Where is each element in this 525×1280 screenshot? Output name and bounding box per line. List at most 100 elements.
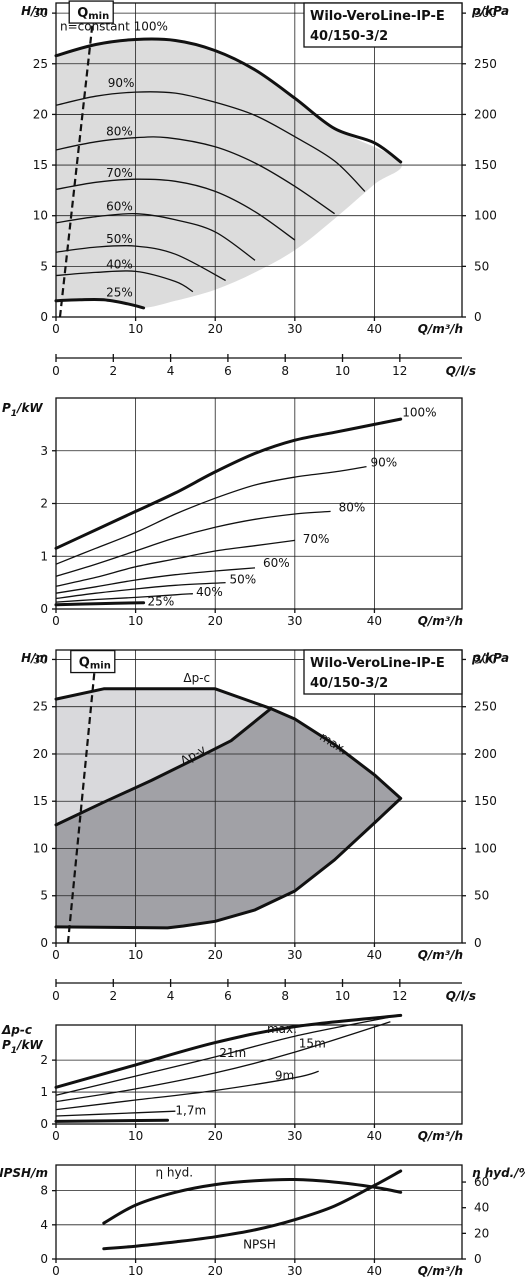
y2-tick-label: 300 [474, 6, 497, 20]
series-label: 50% [106, 232, 133, 246]
qmin-line [66, 657, 97, 944]
qmin-label-box [70, 649, 116, 674]
y-axis-label: P1/kW [2, 401, 43, 419]
plot-frame [55, 2, 463, 318]
flow-ls-tick-label: 0 [52, 989, 60, 1003]
y2-axis-label: η hyd./% [472, 1166, 525, 1180]
series-label: 100% [402, 405, 436, 419]
chart-subtitle: 40/150-3/2 [310, 676, 388, 691]
y-tick-label: 1 [40, 1085, 48, 1099]
flow-ls-axis: 0 2 4 6 8 10 12 Q/l/s [52, 979, 476, 1003]
flow-ls-tick-label: 8 [281, 989, 289, 1003]
x-axis-label: Q/m³/h [418, 614, 463, 628]
x-tick-label: 10 [128, 1129, 143, 1143]
y2-tick-label: 50 [474, 889, 489, 903]
y2-tick-label: 0 [474, 936, 482, 950]
flow-ls-axis-label: Q/l/s [446, 989, 476, 1003]
y2-tick-label: 150 [474, 794, 497, 808]
y-tick-label: 4 [40, 1218, 48, 1232]
y-tick-label: 15 [33, 794, 48, 808]
series-line [54, 707, 273, 827]
y-tick-label: 10 [33, 209, 48, 223]
y-axis-label: H/m [21, 651, 48, 665]
series-label: max. [267, 1022, 297, 1036]
y-tick-label: 0 [40, 310, 48, 324]
series-label: Δp-c [183, 671, 210, 685]
series-line [55, 539, 295, 587]
y2-tick-label: 200 [474, 107, 497, 121]
y2-tick-label: 300 [474, 652, 497, 666]
y-axis-label-main: P [2, 401, 11, 415]
qmin-label: Qmin [77, 6, 109, 22]
series-label: 40% [196, 585, 223, 599]
qmin-line [58, 7, 96, 318]
series-label: η hyd. [156, 1165, 194, 1179]
series-label: 70% [106, 166, 133, 180]
qmin-label-sub: min [90, 661, 111, 672]
flow-ls-tick-label: 6 [224, 364, 232, 378]
y2-tick-label: 200 [474, 747, 497, 761]
x-tick-label: 0 [52, 1129, 60, 1143]
x-tick-label: 10 [128, 948, 143, 962]
x-tick-label: 40 [367, 614, 382, 628]
y-tick-label: 20 [33, 107, 48, 121]
series-line [54, 417, 403, 550]
y-axis-label: P1/kW [2, 1038, 43, 1056]
series-line [55, 1021, 391, 1103]
series-label: 25% [106, 286, 133, 300]
x-tick-label: 20 [208, 1264, 223, 1278]
x-tick-label: 0 [52, 322, 60, 336]
y-axis-label-sub: 1 [11, 1046, 17, 1056]
series-line [55, 91, 366, 192]
x-tick-label: 40 [367, 322, 382, 336]
series-label: 70% [303, 532, 330, 546]
flow-ls-tick-label: 10 [335, 989, 350, 1003]
y-axis-label: H/m [21, 4, 48, 18]
x-tick-label: 30 [287, 1129, 302, 1143]
title-box: Wilo-VeroLine-IP-E 40/150-3/2 [303, 649, 463, 695]
x-tick-label: 10 [128, 1264, 143, 1278]
flow-ls-tick-label: 10 [335, 364, 350, 378]
x-tick-label: 20 [208, 322, 223, 336]
flow-ls-tick-label: 2 [109, 989, 117, 1003]
x-tick-label: 20 [208, 948, 223, 962]
qmin-marker: Qmin [66, 649, 116, 944]
y-tick-label: 10 [33, 841, 48, 855]
series-line [54, 1013, 403, 1089]
series-line [55, 1110, 176, 1117]
y-tick-label: 5 [40, 889, 48, 903]
y-tick-label: 25 [33, 57, 48, 71]
series-line [55, 510, 331, 577]
flow-ls-tick-label: 0 [52, 364, 60, 378]
series-line [54, 601, 146, 607]
y2-tick-label: 0 [474, 310, 482, 324]
x-axis-label: Q/m³/h [418, 1264, 463, 1278]
series-line [54, 37, 403, 164]
series-line [102, 1177, 403, 1225]
series-label: 1,7m [175, 1103, 206, 1117]
x-tick-label: 0 [52, 948, 60, 962]
y-tick-label: 8 [40, 1184, 48, 1198]
series-line [55, 178, 296, 241]
series-label: 90% [108, 76, 135, 90]
y2-tick-label: 20 [474, 1226, 489, 1240]
qmin-label-sub: min [88, 11, 109, 22]
y-tick-label: 20 [33, 747, 48, 761]
series-line [55, 1070, 319, 1111]
series-label: 80% [106, 125, 133, 139]
operating-range-area [56, 39, 402, 308]
flow-ls-tick-label: 4 [167, 989, 175, 1003]
flow-ls-tick-label: 2 [109, 364, 117, 378]
series-label: 40% [106, 257, 133, 271]
x-tick-label: 30 [287, 948, 302, 962]
series-label: 50% [230, 573, 257, 587]
x-tick-label: 20 [208, 614, 223, 628]
flow-ls-tick-label: 12 [392, 989, 407, 1003]
qmin-label: Qmin [79, 656, 111, 672]
plot-frame [55, 1164, 463, 1260]
series-line [55, 581, 226, 600]
chart-title: Wilo-VeroLine-IP-E [310, 9, 445, 24]
chart-subtitle: 40/150-3/2 [310, 29, 388, 44]
